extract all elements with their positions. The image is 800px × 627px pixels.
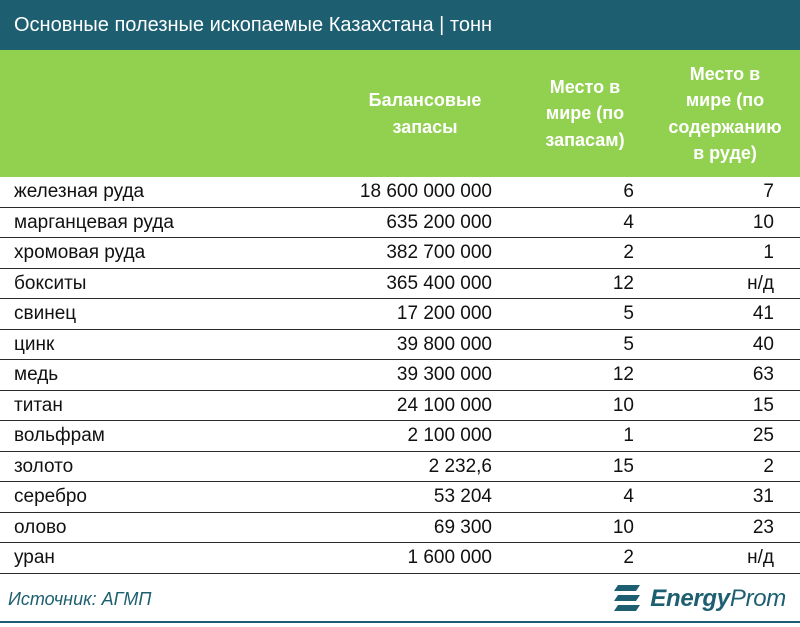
cell-rank-content: 25 [752, 425, 774, 446]
cell-mineral: бокситы [14, 272, 87, 294]
cell-reserves: 69 300 [433, 516, 492, 538]
cell-reserves: 39 800 000 [396, 333, 492, 355]
bottom-divider [0, 621, 800, 623]
cell-rank-content: 15 [752, 394, 774, 416]
cell-reserves: 17 200 000 [396, 303, 492, 324]
table-header: Балансовые запасы Место в мире (по запас… [0, 50, 800, 177]
cell-mineral: хромовая руда [14, 242, 146, 263]
table-row: вольфрам 2 100 000 1 25 [0, 421, 800, 452]
table-row: хромовая руда 382 700 000 2 1 [0, 238, 800, 269]
cell-reserves: 53 204 [433, 486, 492, 507]
cell-reserves: 2 100 000 [407, 425, 492, 446]
cell-rank-reserves: 12 [612, 364, 634, 385]
logo-energy: Energy [650, 585, 730, 612]
cell-rank-reserves: 10 [612, 516, 634, 538]
table-body: железная руда 18 600 000 000 6 7 марганцевая… [0, 177, 800, 574]
table-row: цинк 39 800 000 5 40 [0, 329, 800, 360]
cell-mineral: серебро [14, 486, 88, 507]
cell-reserves: 635 200 000 [386, 211, 492, 233]
table-row: марганцевая руда 635 200 000 4 10 [0, 207, 800, 238]
cell-rank-content: 63 [752, 364, 774, 385]
footer: Источник: АГМП EnergyProm [0, 575, 800, 627]
cell-mineral: вольфрам [14, 425, 105, 446]
title-bar: Основные полезные ископаемые Казахстана … [0, 0, 800, 50]
cell-reserves: 382 700 000 [386, 242, 492, 263]
cell-rank-reserves: 2 [623, 242, 634, 263]
cell-rank-content: 23 [752, 516, 774, 538]
cell-rank-reserves: 4 [623, 486, 634, 507]
cell-rank-content: 1 [763, 242, 774, 263]
header-rank-content: Место в мире (по содержанию в руде) [650, 50, 800, 177]
cell-rank-content: н/д [747, 547, 774, 568]
header-rank-reserves: Место в мире (по запасам) [520, 50, 650, 177]
logo-text: EnergyProm [650, 585, 786, 613]
source-note: Источник: АГМП [8, 589, 152, 609]
table-row: медь 39 300 000 12 63 [0, 360, 800, 391]
logo-prom: Prom [729, 585, 786, 612]
cell-rank-reserves: 6 [623, 181, 634, 202]
cell-mineral: свинец [14, 303, 77, 324]
header-rank-content-label: Место в мире (по содержанию в руде) [668, 64, 782, 163]
table-row: железная руда 18 600 000 000 6 7 [0, 177, 800, 208]
page-title: Основные полезные ископаемые Казахстана … [14, 13, 493, 36]
cell-rank-reserves: 15 [612, 455, 634, 477]
cell-rank-reserves: 5 [623, 303, 634, 324]
cell-rank-reserves: 10 [612, 394, 634, 416]
cell-mineral: цинк [14, 333, 55, 355]
header-reserves-label: Балансовые запасы [368, 90, 482, 137]
cell-mineral: уран [14, 547, 55, 568]
cell-rank-content: 31 [752, 486, 774, 507]
cell-rank-content: 40 [752, 333, 774, 355]
table-row: олово 69 300 10 23 [0, 512, 800, 543]
cell-reserves: 39 300 000 [396, 364, 492, 385]
cell-rank-content: 10 [752, 211, 774, 233]
table-row: уран 1 600 000 2 н/д [0, 543, 800, 574]
cell-reserves: 365 400 000 [386, 272, 492, 294]
cell-rank-reserves: 12 [612, 272, 634, 294]
table-row: серебро 53 204 4 31 [0, 482, 800, 513]
cell-mineral: золото [14, 455, 74, 477]
cell-rank-reserves: 2 [623, 547, 634, 568]
cell-mineral: медь [14, 364, 59, 385]
header-reserves: Балансовые запасы [330, 50, 520, 177]
energyprom-logo: EnergyProm [612, 583, 786, 615]
cell-rank-content: 2 [763, 455, 774, 477]
cell-mineral: железная руда [14, 181, 145, 202]
header-rank-reserves-label: Место в мире (по запасам) [545, 77, 625, 150]
table-row: золото 2 232,6 15 2 [0, 451, 800, 482]
cell-rank-reserves: 1 [623, 425, 634, 446]
cell-reserves: 1 600 000 [407, 547, 492, 568]
table-row: титан 24 100 000 10 15 [0, 390, 800, 421]
cell-rank-reserves: 5 [623, 333, 634, 355]
cell-mineral: марганцевая руда [14, 211, 174, 233]
cell-rank-content: н/д [747, 272, 774, 294]
cell-rank-reserves: 4 [623, 211, 634, 233]
cell-reserves: 2 232,6 [428, 455, 492, 477]
cell-rank-content: 7 [763, 181, 774, 202]
cell-reserves: 18 600 000 000 [359, 181, 492, 202]
cell-reserves: 24 100 000 [396, 394, 492, 416]
table-row: бокситы 365 400 000 12 н/д [0, 268, 800, 299]
table-row: свинец 17 200 000 5 41 [0, 299, 800, 330]
energyprom-logo-icon [614, 585, 641, 611]
cell-rank-content: 41 [752, 303, 774, 324]
cell-mineral: титан [14, 394, 63, 416]
cell-mineral: олово [14, 516, 67, 538]
